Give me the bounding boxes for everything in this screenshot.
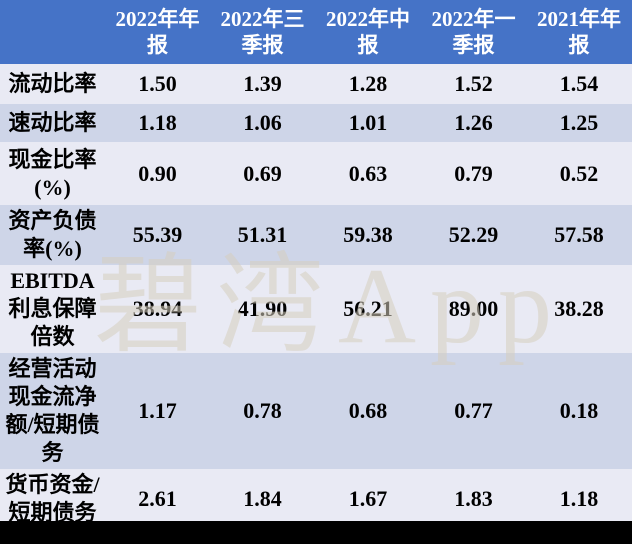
cell: 38.94 xyxy=(132,295,183,321)
column-header: 2022年一季报 xyxy=(431,6,516,57)
cell: 1.54 xyxy=(559,71,599,97)
cell: 0.79 xyxy=(454,160,493,186)
cell: 1.52 xyxy=(454,71,493,97)
cell: 89.00 xyxy=(448,295,499,321)
corner-cell xyxy=(0,0,105,64)
cell: 38.28 xyxy=(554,295,604,321)
table-row: EBITDA利息保障倍数 38.94 41.90 56.21 89.00 38.28 xyxy=(0,265,632,353)
row-label: 货币资金/短期债务 xyxy=(5,471,100,525)
table-row: 经营活动现金流净额/短期债务 1.17 0.78 0.68 0.77 0.18 xyxy=(0,352,632,469)
cell: 1.18 xyxy=(559,485,599,511)
cell: 0.78 xyxy=(243,397,282,423)
table-body: 流动比率 1.50 1.39 1.28 1.52 1.54 速动比率 1.18 1.06 1.01… xyxy=(0,64,632,529)
cell: 52.29 xyxy=(448,222,499,248)
cell: 1.67 xyxy=(348,485,388,511)
cell: 1.25 xyxy=(559,110,599,136)
row-label: 速动比率 xyxy=(8,110,97,136)
column-header: 2022年年报 xyxy=(115,6,200,57)
column-header: 2021年年报 xyxy=(537,6,621,57)
cell: 1.50 xyxy=(138,71,177,97)
cell: 1.18 xyxy=(138,110,177,136)
cell: 0.63 xyxy=(348,160,388,186)
row-label: 现金比率(%) xyxy=(8,146,97,200)
table-row: 资产负债率(%) 55.39 51.31 59.38 52.29 57.58 xyxy=(0,205,632,265)
table-row: 速动比率 1.18 1.06 1.01 1.26 1.25 xyxy=(0,104,632,142)
cell: 1.01 xyxy=(348,110,388,136)
cell: 1.06 xyxy=(243,110,282,136)
column-header: 2022年中报 xyxy=(326,6,410,57)
cell: 0.68 xyxy=(348,397,388,423)
cell: 0.90 xyxy=(138,160,177,186)
cell: 0.52 xyxy=(559,160,599,186)
financial-ratios-table: 2022年年报 2022年三季报 2022年中报 2022年一季报 2021年年报 流动… xyxy=(0,0,632,529)
cell: 41.90 xyxy=(237,295,288,321)
row-label: 流动比率 xyxy=(8,71,97,97)
cell: 55.39 xyxy=(132,222,183,248)
table-row: 现金比率(%) 0.90 0.69 0.63 0.79 0.52 xyxy=(0,142,632,205)
header-row: 2022年年报 2022年三季报 2022年中报 2022年一季报 2021年年报 xyxy=(0,0,632,64)
column-header: 2022年三季报 xyxy=(220,6,305,57)
cell: 0.18 xyxy=(559,397,599,423)
cell: 1.17 xyxy=(138,397,177,423)
cell: 56.21 xyxy=(343,295,393,321)
row-label: 资产负债率(%) xyxy=(8,208,97,261)
bottom-black-bar xyxy=(0,521,632,544)
cell: 0.77 xyxy=(454,397,493,423)
row-label: EBITDA利息保障倍数 xyxy=(8,268,97,349)
cell: 1.26 xyxy=(454,110,493,136)
cell: 1.84 xyxy=(243,485,282,511)
cell: 1.28 xyxy=(348,71,388,97)
cell: 2.61 xyxy=(138,485,177,511)
table-row: 流动比率 1.50 1.39 1.28 1.52 1.54 xyxy=(0,64,632,104)
row-label: 经营活动现金流净额/短期债务 xyxy=(5,355,100,465)
cell: 1.83 xyxy=(454,485,493,511)
cell: 59.38 xyxy=(343,222,393,248)
cell: 57.58 xyxy=(554,222,604,248)
cell: 0.69 xyxy=(243,160,282,186)
cell: 1.39 xyxy=(243,71,282,97)
cell: 51.31 xyxy=(237,222,288,248)
table-row: 货币资金/短期债务 2.61 1.84 1.67 1.83 1.18 xyxy=(0,468,632,529)
